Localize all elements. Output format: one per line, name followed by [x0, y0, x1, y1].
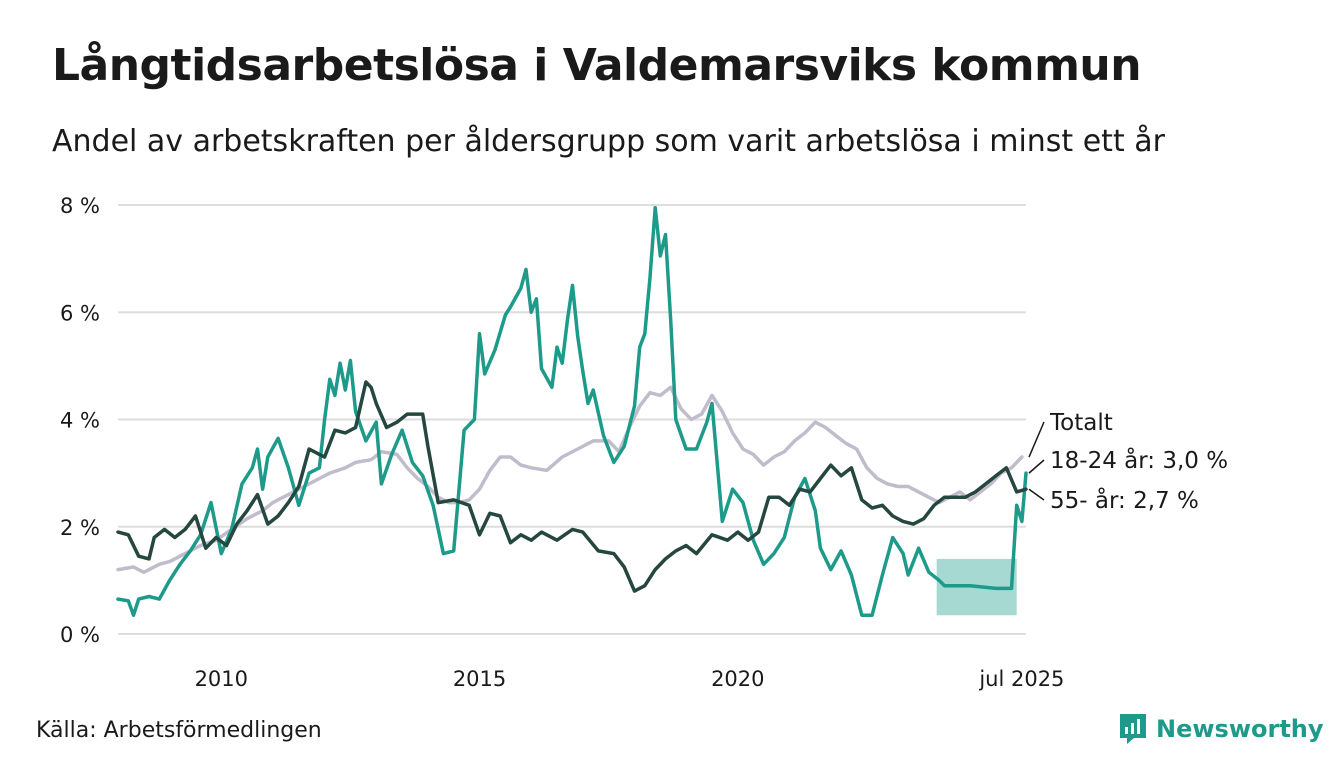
end-label-layer: Totalt 18-24 år: 3,0 % 55- år: 2,7 %	[1028, 410, 1228, 514]
y-tick-label: 0 %	[60, 623, 100, 647]
brand-name: Newsworthy	[1156, 715, 1324, 743]
source-note: Källa: Arbetsförmedlingen	[36, 718, 322, 743]
end-label: 55- år: 2,7 %	[1050, 486, 1199, 514]
newsworthy-icon	[1120, 714, 1146, 744]
x-tick-label: 2010	[195, 667, 248, 691]
chart-subtitle: Andel av arbetskraften per åldersgrupp s…	[52, 124, 1165, 159]
x-tick-label: 2020	[711, 667, 764, 691]
end-label-leader	[1028, 459, 1045, 474]
series-layer	[116, 205, 1028, 617]
y-tick-label: 8 %	[60, 194, 100, 218]
chart-title: Långtidsarbetslösa i Valdemarsviks kommu…	[52, 40, 1142, 91]
y-tick-label: 4 %	[60, 409, 100, 433]
series-line-55-r	[116, 380, 1028, 593]
newsworthy-logo[interactable]: Newsworthy	[1118, 712, 1324, 746]
y-tick-label: 2 %	[60, 516, 100, 540]
end-label: Totalt	[1049, 410, 1113, 436]
x-tick-label: 2015	[453, 667, 506, 691]
series-line-totalt	[116, 385, 1024, 575]
end-label-leader	[1028, 421, 1045, 458]
end-label-leader	[1028, 488, 1045, 501]
x-tick-label: jul 2025	[978, 667, 1064, 691]
line-chart: 0 % 2 % 4 % 6 % 8 % 2010 2015 2020 jul 2025 Tota…	[60, 194, 1228, 691]
series-line-18-24-r	[116, 205, 1028, 617]
end-label: 18-24 år: 3,0 %	[1050, 446, 1228, 474]
gridlines: 0 % 2 % 4 % 6 % 8 % 2010 2015 2020 jul 2025	[60, 194, 1064, 691]
y-tick-label: 6 %	[60, 301, 100, 325]
